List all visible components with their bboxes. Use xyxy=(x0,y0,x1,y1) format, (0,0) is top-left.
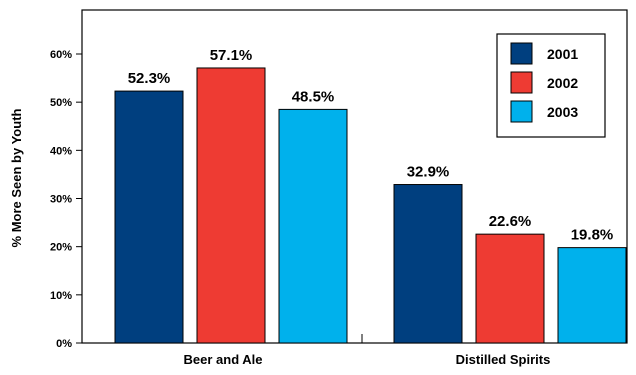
legend: 2001 2002 2003 xyxy=(496,33,606,138)
y-tick-label: 30% xyxy=(50,194,72,206)
bar-2003-0 xyxy=(278,108,348,344)
data-label: 32.9% xyxy=(407,164,450,181)
y-tick-label: 10% xyxy=(50,290,72,302)
x-axis: Beer and Ale Distilled Spirits xyxy=(184,334,551,367)
y-axis: 0% 10% 20% 30% 40% 50% 60% xyxy=(50,49,82,350)
legend-label: 2003 xyxy=(547,104,578,120)
y-tick-label: 60% xyxy=(50,49,72,61)
legend-swatch-2001 xyxy=(510,42,533,65)
data-label: 52.3% xyxy=(128,70,171,87)
y-tick-label: 20% xyxy=(50,242,72,254)
y-tick-label: 50% xyxy=(50,97,72,109)
category-label: Distilled Spirits xyxy=(456,352,551,367)
legend-label: 2001 xyxy=(547,46,578,62)
legend-label: 2002 xyxy=(547,75,578,91)
data-label: 48.5% xyxy=(292,88,335,105)
bar-2002-1 xyxy=(475,233,545,344)
bar-2001-0 xyxy=(114,90,184,344)
legend-swatch-2003 xyxy=(510,100,533,123)
bar-2003-1 xyxy=(557,247,627,344)
plot-frame xyxy=(81,9,628,344)
data-label: 19.8% xyxy=(571,227,614,244)
category-label: Beer and Ale xyxy=(184,352,263,367)
bar-2001-1 xyxy=(393,184,463,344)
y-tick-label: 0% xyxy=(56,338,72,350)
y-tick-label: 40% xyxy=(50,145,72,157)
data-label: 22.6% xyxy=(489,213,532,230)
y-axis-label: % More Seen by Youth xyxy=(9,108,24,247)
bars-group: 52.3% 32.9% 57.1% 22.6% 48.5% 19.8% xyxy=(114,47,627,344)
bar-2002-0 xyxy=(196,67,266,344)
data-label: 57.1% xyxy=(210,47,253,64)
legend-swatch-2002 xyxy=(510,71,533,94)
